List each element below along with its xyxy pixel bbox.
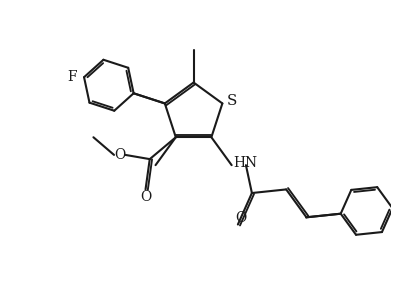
Text: S: S [227,94,237,108]
Text: F: F [67,70,76,84]
Text: HN: HN [234,157,257,170]
Text: O: O [235,211,246,225]
Text: O: O [140,190,151,204]
Text: O: O [114,148,125,162]
